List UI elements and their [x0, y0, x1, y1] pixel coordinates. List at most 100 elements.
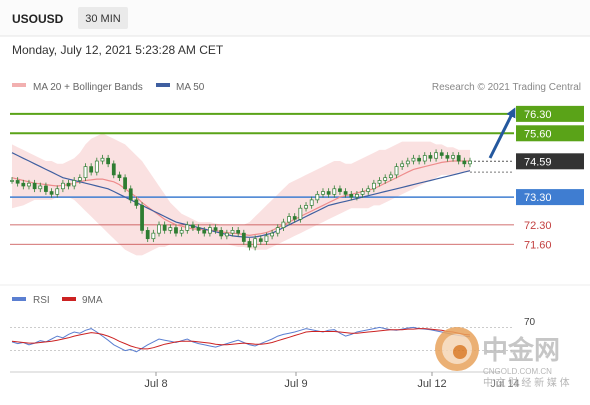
x-tick-label: Jul 12	[417, 378, 446, 390]
timeframe-button[interactable]	[78, 7, 128, 29]
candle-body	[89, 166, 94, 173]
candle-body	[298, 207, 303, 220]
candle-body	[168, 227, 173, 231]
candle-body	[151, 232, 156, 240]
candle-body	[275, 227, 280, 234]
candle-body	[162, 224, 167, 231]
candle-body	[49, 191, 54, 195]
candle-body	[371, 182, 376, 190]
x-tick-label-extra: Jul 14	[490, 378, 519, 390]
candle-body	[468, 160, 472, 165]
candle-body	[117, 174, 122, 179]
candle-body	[77, 177, 82, 181]
forecast-arrow	[488, 107, 516, 159]
candle-body	[100, 157, 105, 162]
moving-averages	[11, 152, 471, 238]
candle-body	[196, 227, 201, 231]
timeframe-label: 30 MIN	[85, 13, 121, 25]
watermark-text: 中金网	[482, 335, 560, 365]
candle-body	[106, 157, 111, 165]
candle-body	[27, 182, 31, 187]
candle-body	[349, 193, 354, 198]
ma50-legend: MA 50	[176, 82, 205, 93]
candle-body	[428, 155, 433, 159]
resistance-tag	[516, 125, 584, 142]
watermark-url: CNGOLD.COM.CN	[483, 367, 552, 376]
candle-body	[247, 241, 252, 248]
price-levels	[10, 112, 514, 245]
candle-body	[332, 188, 337, 195]
candle-body	[462, 160, 467, 165]
candle-body	[456, 155, 461, 162]
candle-body	[145, 230, 150, 240]
ma9-legend: 9MA	[82, 295, 103, 306]
candle-body	[383, 177, 388, 181]
candle-body	[94, 160, 99, 173]
rsi-line	[11, 326, 471, 353]
candle-body	[292, 216, 297, 220]
candle-body	[72, 180, 77, 187]
candle-body	[451, 155, 455, 159]
pivot-label: 72.30	[524, 220, 552, 232]
candle-body	[405, 160, 410, 165]
rsi-legend: RSI	[33, 295, 50, 306]
x-tick-label: Jul 9	[284, 378, 307, 390]
candle-body	[38, 185, 43, 190]
candle-body	[338, 188, 342, 192]
candle-body	[224, 232, 229, 237]
ma50-swatch	[156, 83, 170, 87]
candle-body	[213, 227, 218, 231]
rsi-panel	[10, 326, 514, 353]
candle-body	[304, 205, 308, 209]
symbol-label: USOUSD	[12, 12, 64, 26]
candle-body	[202, 230, 207, 234]
candle-body	[315, 193, 320, 201]
candle-body	[236, 230, 241, 234]
resistance-label: 76.30	[524, 109, 552, 121]
resistance-tag	[516, 105, 584, 122]
candle-body	[21, 182, 26, 187]
candle-body	[134, 199, 139, 206]
watermark: 中金网 CNGOLD.COM.CN 中 文 财 经 新 媒 体	[435, 327, 570, 389]
candle-body	[439, 152, 444, 156]
candle-body	[140, 205, 144, 231]
candle-body	[174, 227, 178, 234]
datetime-label: Monday, July 12, 2021 5:23:28 AM CET	[12, 43, 224, 57]
candle-body	[32, 182, 37, 190]
x-axis: Jul 8 Jul 9 Jul 12 Jul 14	[144, 372, 520, 390]
candle-body	[61, 182, 65, 190]
candle-body	[400, 163, 405, 167]
x-tick-label: Jul 8	[144, 378, 167, 390]
candle-body	[388, 174, 393, 179]
candle-body	[10, 180, 14, 182]
candle-body	[434, 152, 438, 159]
current-price-tag	[516, 153, 584, 170]
candle-body	[179, 230, 184, 234]
candle-body	[326, 191, 331, 195]
candle-body	[128, 188, 133, 201]
candle-body	[191, 224, 195, 228]
candle-body	[230, 230, 235, 234]
ma20-line	[11, 160, 470, 237]
candle-body	[157, 224, 161, 234]
credit-label: Research © 2021 Trading Central	[432, 82, 581, 93]
candle-body	[123, 177, 127, 190]
support-label: 73.30	[524, 192, 552, 204]
support-tag	[516, 189, 584, 206]
candle-body	[241, 232, 246, 242]
candle-body	[270, 232, 274, 237]
ma20-legend: MA 20 + Bollinger Bands	[33, 82, 143, 93]
candle-body	[281, 221, 286, 228]
watermark-slogan: 中 文 财 经 新 媒 体	[483, 376, 570, 389]
candle-body	[422, 155, 427, 162]
price-candles	[10, 149, 472, 251]
candle-body	[355, 193, 359, 198]
candle-body	[15, 180, 20, 184]
resistance-label: 75.60	[524, 128, 552, 140]
candle-body	[287, 216, 291, 223]
candle-body	[445, 155, 450, 159]
candle-body	[321, 191, 325, 195]
candle-body	[360, 191, 365, 195]
